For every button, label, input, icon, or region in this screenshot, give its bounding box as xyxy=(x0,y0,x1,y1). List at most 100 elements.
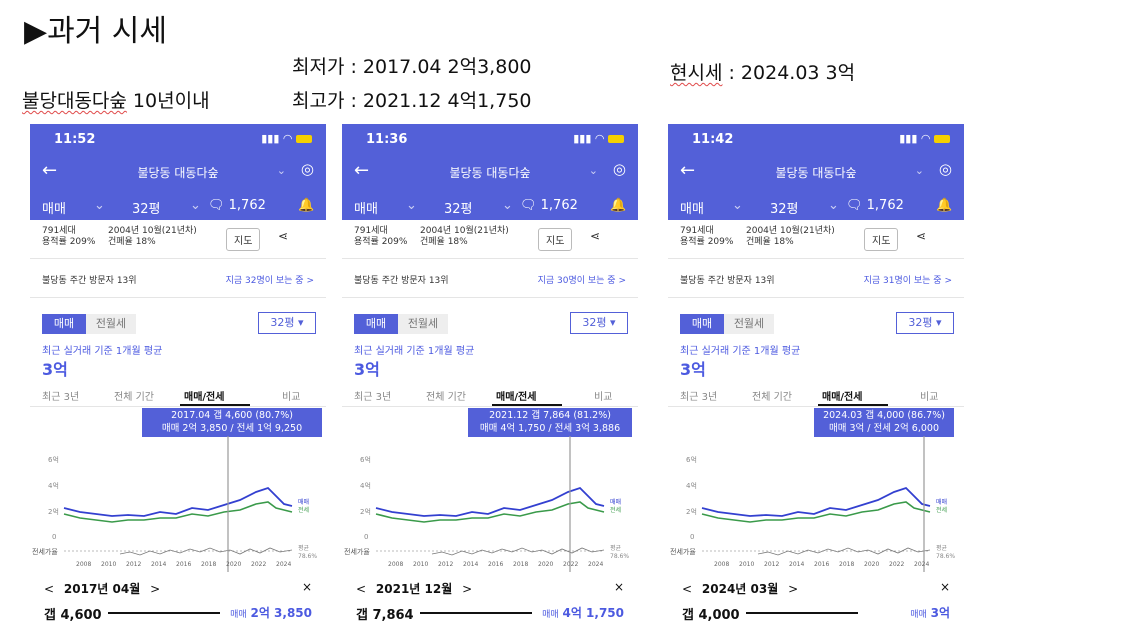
chat-button[interactable]: 🗨 1,762 xyxy=(520,198,578,213)
ratio-label: 전세가율 xyxy=(670,547,696,556)
building-coverage: 건폐율 18% xyxy=(746,237,794,247)
share-icon[interactable]: ⋖ xyxy=(278,229,289,243)
tab-compare[interactable]: 비교 xyxy=(920,392,939,403)
tab-recent-3y[interactable]: 최근 3년 xyxy=(42,392,80,403)
prev-month-icon[interactable]: < xyxy=(44,582,55,596)
close-icon[interactable]: × xyxy=(939,580,950,594)
toggle-sale[interactable]: 매매 xyxy=(354,314,398,334)
trade-type-select[interactable]: 매매 xyxy=(42,202,66,217)
close-icon[interactable]: × xyxy=(301,580,312,594)
size-dropdown[interactable]: 32평 ▾ xyxy=(896,312,954,334)
back-icon[interactable]: ← xyxy=(680,160,696,181)
complex-title[interactable]: 불당동 대동다숲 xyxy=(449,166,531,180)
legend-sale: 매매 xyxy=(298,498,309,506)
y-label-6: 6억 xyxy=(686,456,697,464)
location-pin-icon[interactable]: ◎ xyxy=(300,160,314,178)
ratio-line xyxy=(431,547,605,556)
location-pin-icon[interactable]: ◎ xyxy=(612,160,626,178)
prev-month-icon[interactable]: < xyxy=(682,582,693,596)
x-tick-label: 2008 xyxy=(714,561,729,568)
toggle-rent[interactable]: 전월세 xyxy=(398,314,448,334)
tab-sale-jeonse[interactable]: 매매/전세 xyxy=(184,392,225,403)
tab-recent-3y[interactable]: 최근 3년 xyxy=(354,392,392,403)
period-tabs: 최근 3년 전체 기간 매매/전세 비교 xyxy=(342,386,638,407)
x-tick-label: 2016 xyxy=(814,561,829,568)
visit-rank: 불당동 주간 방문자 13위 xyxy=(42,276,137,286)
next-month-icon[interactable]: > xyxy=(788,582,799,596)
chat-button[interactable]: 🗨 1,762 xyxy=(846,198,904,213)
next-month-icon[interactable]: > xyxy=(150,582,161,596)
y-label-2: 2억 xyxy=(686,508,697,516)
chart-tooltip: 2021.12 갭 7,864 (81.2%) 매매 4억 1,750 / 전세 … xyxy=(468,408,632,437)
tab-all-period[interactable]: 전체 기간 xyxy=(752,392,792,403)
complex-title[interactable]: 불당동 대동다숲 xyxy=(137,166,219,180)
back-icon[interactable]: ← xyxy=(42,160,58,181)
y-label-4: 4억 xyxy=(360,482,371,490)
y-label-2: 2억 xyxy=(360,508,371,516)
tooltip-line1: 2024.03 갭 4,000 (86.7%) xyxy=(823,410,945,421)
map-button[interactable]: 지도 xyxy=(226,228,261,251)
filter-bar: 매매 ⌄ 32평 ⌄ 🗨 1,762 🔔 xyxy=(668,194,964,220)
close-icon[interactable]: × xyxy=(613,580,624,594)
tab-recent-3y[interactable]: 최근 3년 xyxy=(680,392,718,403)
share-icon[interactable]: ⋖ xyxy=(916,229,927,243)
tab-sale-jeonse[interactable]: 매매/전세 xyxy=(822,392,863,403)
map-button[interactable]: 지도 xyxy=(538,228,573,251)
bell-icon[interactable]: 🔔 xyxy=(298,198,315,213)
trade-type-select[interactable]: 매매 xyxy=(680,202,704,217)
tab-compare[interactable]: 비교 xyxy=(282,392,301,403)
avg-label: 최근 실거래 기준 1개월 평균 xyxy=(354,346,475,357)
jeonse-line xyxy=(63,501,293,523)
size-dropdown[interactable]: 32평 ▾ xyxy=(570,312,628,334)
price-chart[interactable]: 6억 4억 2억 0 전세가율 매매 전세 평균 78.6% 2008 2010 2… xyxy=(342,436,638,572)
toggle-sale[interactable]: 매매 xyxy=(42,314,86,334)
size-select[interactable]: 32평 xyxy=(770,202,799,217)
x-tick-label: 2016 xyxy=(176,561,191,568)
gap-summary: 갭 4,000 매매 3억 xyxy=(682,604,950,623)
complex-title[interactable]: 불당동 대동다숲 xyxy=(775,166,857,180)
households: 791세대 xyxy=(42,226,76,236)
chevron-down-icon[interactable]: ⌄ xyxy=(914,164,924,177)
toggle-rent[interactable]: 전월세 xyxy=(724,314,774,334)
legend-jeonse: 전세 xyxy=(936,506,947,514)
next-month-icon[interactable]: > xyxy=(462,582,473,596)
size-dropdown[interactable]: 32평 ▾ xyxy=(258,312,316,334)
chevron-down-icon: ⌄ xyxy=(406,198,417,213)
sale-line xyxy=(63,486,293,517)
chevron-down-icon[interactable]: ⌄ xyxy=(276,164,286,177)
toggle-sale[interactable]: 매매 xyxy=(680,314,724,334)
gap-bar xyxy=(108,612,220,614)
gap-value: 갭 4,600 xyxy=(44,608,102,623)
x-tick-label: 2022 xyxy=(889,561,904,568)
share-icon[interactable]: ⋖ xyxy=(590,229,601,243)
tab-compare[interactable]: 비교 xyxy=(594,392,613,403)
size-select[interactable]: 32평 xyxy=(132,202,161,217)
size-select[interactable]: 32평 xyxy=(444,202,473,217)
sale-price-label: 매매 xyxy=(230,610,247,620)
bell-icon[interactable]: 🔔 xyxy=(610,198,627,213)
building-coverage: 건폐율 18% xyxy=(108,237,156,247)
period-tabs: 최근 3년 전체 기간 매매/전세 비교 xyxy=(30,386,326,407)
avg-ratio-label: 평균 xyxy=(610,544,622,552)
back-icon[interactable]: ← xyxy=(354,160,370,181)
app-header: 11:52 ▮▮▮ ◠ ← 불당동 대동다숲 ⌄ ◎ 매매 ⌄ 32평 ⌄ 🗨 … xyxy=(30,124,326,220)
chevron-down-icon[interactable]: ⌄ xyxy=(588,164,598,177)
trade-type-select[interactable]: 매매 xyxy=(354,202,378,217)
tab-sale-jeonse[interactable]: 매매/전세 xyxy=(496,392,537,403)
price-chart[interactable]: 6억 4억 2억 0 전세가율 매매 전세 평균 78.6% 2008 2010 2… xyxy=(668,436,964,572)
live-viewers-link[interactable]: 지금 30명이 보는 중 > xyxy=(537,276,626,286)
price-chart[interactable]: 6억 4억 2억 0 전세가율 매매 전세 평균 78.6% 2008 2010 2… xyxy=(30,436,326,572)
x-tick-label: 2008 xyxy=(388,561,403,568)
tab-all-period[interactable]: 전체 기간 xyxy=(114,392,154,403)
chat-button[interactable]: 🗨 1,762 xyxy=(208,198,266,213)
complex-name: 불당대동다숲 xyxy=(22,90,127,112)
map-button[interactable]: 지도 xyxy=(864,228,899,251)
live-viewers-link[interactable]: 지금 32명이 보는 중 > xyxy=(225,276,314,286)
x-tick-label: 2018 xyxy=(513,561,528,568)
tab-all-period[interactable]: 전체 기간 xyxy=(426,392,466,403)
prev-month-icon[interactable]: < xyxy=(356,582,367,596)
location-pin-icon[interactable]: ◎ xyxy=(938,160,952,178)
live-viewers-link[interactable]: 지금 31명이 보는 중 > xyxy=(863,276,952,286)
toggle-rent[interactable]: 전월세 xyxy=(86,314,136,334)
bell-icon[interactable]: 🔔 xyxy=(936,198,953,213)
